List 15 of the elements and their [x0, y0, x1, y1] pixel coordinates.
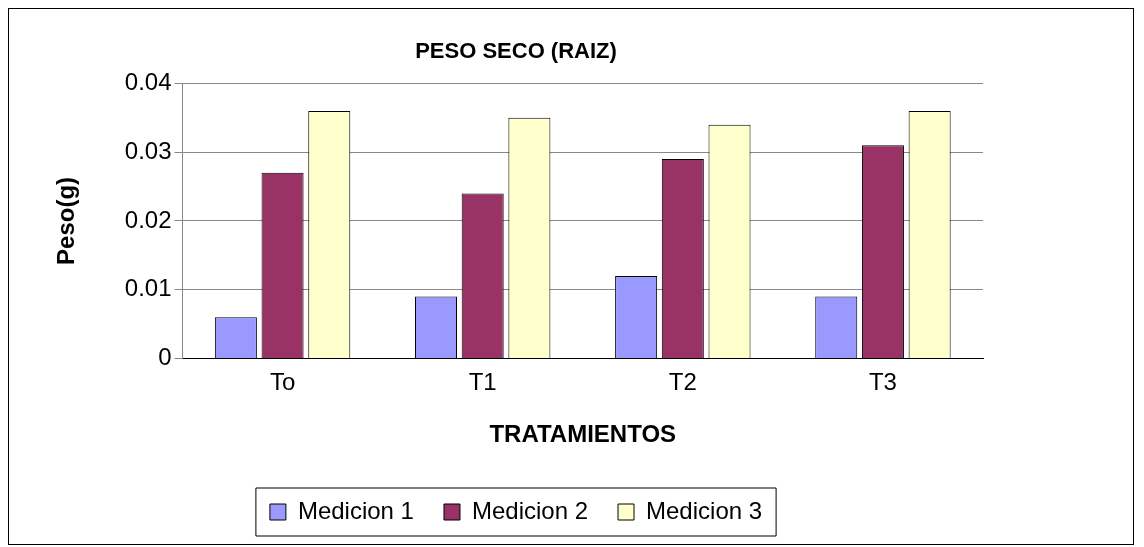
- x-tick-label: T1: [468, 368, 497, 396]
- y-tick-label: 0.02: [124, 205, 172, 233]
- x-tick-label: T3: [868, 368, 897, 396]
- y-axis-title: Peso(g): [52, 176, 80, 265]
- x-axis-title: TRATAMIENTOS: [489, 420, 677, 448]
- legend-label: Medicion 3: [646, 496, 763, 524]
- y-tick-label: 0.03: [124, 136, 172, 164]
- legend-label: Medicion 1: [297, 496, 414, 524]
- x-tick-label: T2: [668, 368, 697, 396]
- x-tick-label: To: [269, 368, 296, 396]
- chart-title: PESO SECO (RAIZ): [415, 38, 617, 64]
- y-tick-label: 0: [158, 343, 172, 371]
- y-tick-label: 0.01: [124, 274, 172, 302]
- y-tick-label: 0.04: [124, 68, 172, 96]
- legend-label: Medicion 2: [471, 496, 589, 524]
